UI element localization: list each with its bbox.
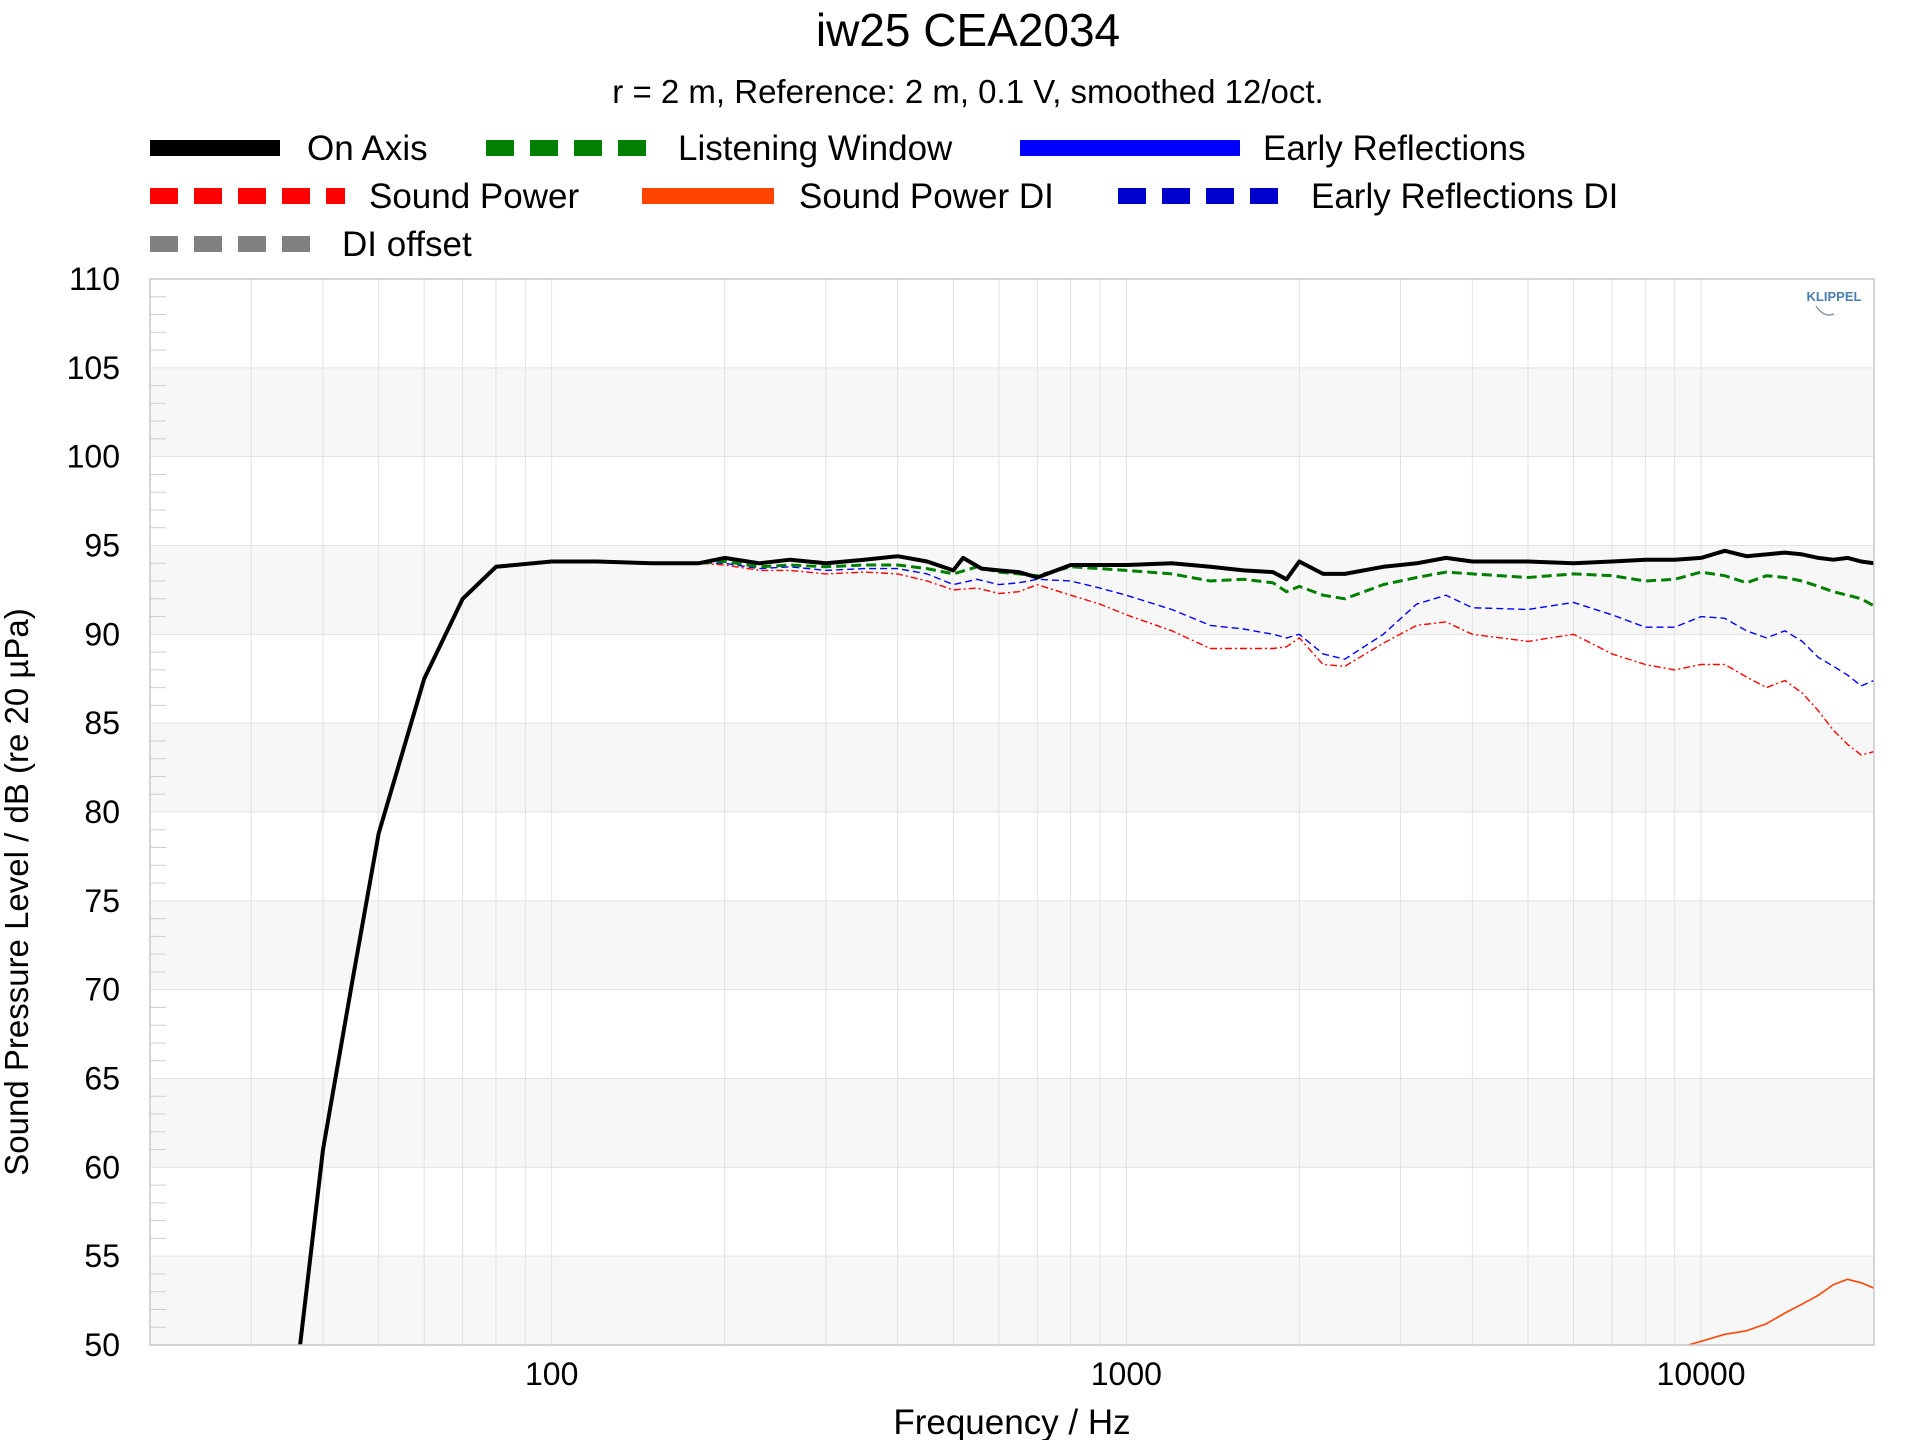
y-tick-label: 105	[67, 350, 120, 386]
legend-label: Sound Power	[369, 177, 579, 216]
plot-band	[150, 367, 1874, 457]
grid	[149, 278, 1875, 1346]
y-tick-label: 90	[84, 616, 120, 652]
y-tick-label: 55	[84, 1238, 120, 1274]
plot-band	[150, 279, 1874, 368]
plot-band	[150, 634, 1874, 724]
x-axis-label: Frequency / Hz	[893, 1403, 1130, 1440]
legend-label: On Axis	[307, 129, 428, 168]
plot-band	[150, 723, 1874, 812]
y-tick-label: 100	[67, 439, 120, 475]
plot-band	[150, 1078, 1874, 1168]
plot-band	[150, 456, 1874, 546]
y-tick-label: 60	[84, 1149, 120, 1185]
legend-label: DI offset	[342, 225, 472, 264]
y-axis-label: Sound Pressure Level / dB (re 20 µPa)	[0, 608, 35, 1175]
plot-frame	[149, 278, 1875, 1346]
legend-label: Early Reflections DI	[1311, 177, 1618, 216]
y-tick-label: 85	[84, 705, 120, 741]
y-tick-label: 95	[84, 528, 120, 564]
x-tick-label: 100	[525, 1356, 578, 1392]
curve-sound-power-di	[1687, 1278, 1874, 1345]
x-tick-label: 10000	[1657, 1356, 1746, 1392]
plot-band	[150, 812, 1874, 901]
watermark-arc	[1815, 305, 1835, 316]
plot-band	[150, 1167, 1874, 1257]
y-tick-label: 50	[84, 1327, 120, 1363]
x-tick-label: 1000	[1091, 1356, 1162, 1392]
legend-label: Early Reflections	[1263, 129, 1526, 168]
legend: On Axis Listening Window Early Reflections…	[150, 129, 1618, 264]
y-tick-label: 80	[84, 794, 120, 830]
curves	[298, 548, 1874, 1345]
plot-background	[150, 279, 1874, 1345]
plot-band	[150, 989, 1874, 1079]
y-tick-label: 70	[84, 972, 120, 1008]
y-tick-label: 110	[69, 261, 120, 297]
klippel-watermark: KLIPPEL	[1807, 289, 1862, 316]
legend-label: Sound Power DI	[799, 177, 1054, 216]
plot-band	[150, 900, 1874, 990]
chart-title: iw25 CEA2034	[816, 4, 1120, 56]
plot-band	[150, 545, 1874, 635]
y-tick-label: 65	[84, 1061, 120, 1097]
legend-label: Listening Window	[678, 129, 953, 168]
watermark-text: KLIPPEL	[1807, 289, 1862, 304]
plot-band	[150, 1256, 1874, 1345]
curve-on-axis	[298, 548, 1874, 1345]
chart-subtitle: r = 2 m, Reference: 2 m, 0.1 V, smoothed…	[612, 73, 1323, 110]
tick-labels: 50 55 60 65 70 75 80 85 90 95 100 105 110 100 1000 1000…	[67, 261, 1746, 1392]
y-tick-label: 75	[84, 883, 120, 919]
